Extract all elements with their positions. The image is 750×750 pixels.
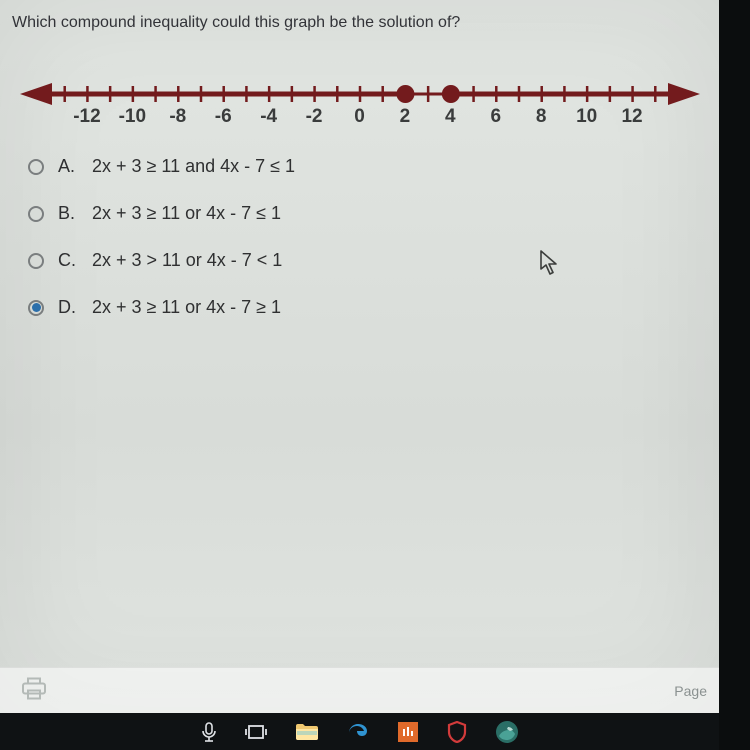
radio-button[interactable]: [28, 206, 44, 222]
tick-label: 2: [400, 106, 411, 128]
option-text: 2x + 3 ≥ 11 or 4x - 7 ≤ 1: [92, 203, 281, 224]
tick-label: -12: [73, 106, 100, 128]
app-orange-icon[interactable]: [397, 721, 419, 743]
tick-label: -10: [119, 106, 146, 128]
task-view-icon[interactable]: [245, 723, 267, 741]
option-row[interactable]: C. 2x + 3 > 11 or 4x - 7 < 1: [28, 250, 691, 271]
edge-icon[interactable]: [347, 721, 369, 743]
mic-icon[interactable]: [201, 722, 217, 742]
option-text: 2x + 3 > 11 or 4x - 7 < 1: [92, 250, 282, 271]
tick-label: 8: [536, 106, 547, 128]
tick-label: 4: [445, 106, 456, 128]
radio-button[interactable]: [28, 300, 44, 316]
tick-label: -8: [169, 106, 186, 128]
print-icon[interactable]: [20, 676, 48, 705]
option-letter: C.: [58, 250, 78, 271]
option-text: 2x + 3 ≥ 11 or 4x - 7 ≥ 1: [92, 297, 281, 318]
option-row[interactable]: A. 2x + 3 ≥ 11 and 4x - 7 ≤ 1: [28, 156, 691, 177]
tick-label: 0: [354, 106, 365, 128]
tick-label: 6: [490, 106, 501, 128]
page-link[interactable]: Page: [674, 683, 707, 699]
file-explorer-icon[interactable]: [295, 723, 319, 741]
quiz-screen: Which compound inequality could this gra…: [0, 0, 719, 713]
tick-label: 12: [621, 106, 642, 128]
option-row[interactable]: D. 2x + 3 ≥ 11 or 4x - 7 ≥ 1: [28, 297, 691, 318]
tick-label: -2: [306, 106, 323, 128]
radio-button[interactable]: [28, 159, 44, 175]
mcafee-icon[interactable]: [447, 721, 467, 743]
option-row[interactable]: B. 2x + 3 ≥ 11 or 4x - 7 ≤ 1: [28, 203, 691, 224]
radio-button[interactable]: [28, 253, 44, 269]
windows-taskbar[interactable]: [0, 713, 719, 750]
option-letter: B.: [58, 203, 78, 224]
tick-label: 10: [576, 106, 597, 128]
number-line-figure: -12 -10 -8 -6 -4 -2 0 2 4 6 8 10 12: [20, 68, 700, 138]
footer-bar: Page: [0, 667, 719, 713]
option-text: 2x + 3 ≥ 11 and 4x - 7 ≤ 1: [92, 156, 295, 177]
option-letter: D.: [58, 297, 78, 318]
tick-label: -4: [260, 106, 277, 128]
number-line-labels: -12 -10 -8 -6 -4 -2 0 2 4 6 8 10 12: [20, 106, 700, 136]
option-letter: A.: [58, 156, 78, 177]
options-list: A. 2x + 3 ≥ 11 and 4x - 7 ≤ 1 B. 2x + 3 ≥ 1…: [28, 156, 691, 318]
tick-label: -6: [215, 106, 232, 128]
app-circle-icon[interactable]: [495, 720, 519, 744]
question-text: Which compound inequality could this gra…: [0, 0, 719, 38]
